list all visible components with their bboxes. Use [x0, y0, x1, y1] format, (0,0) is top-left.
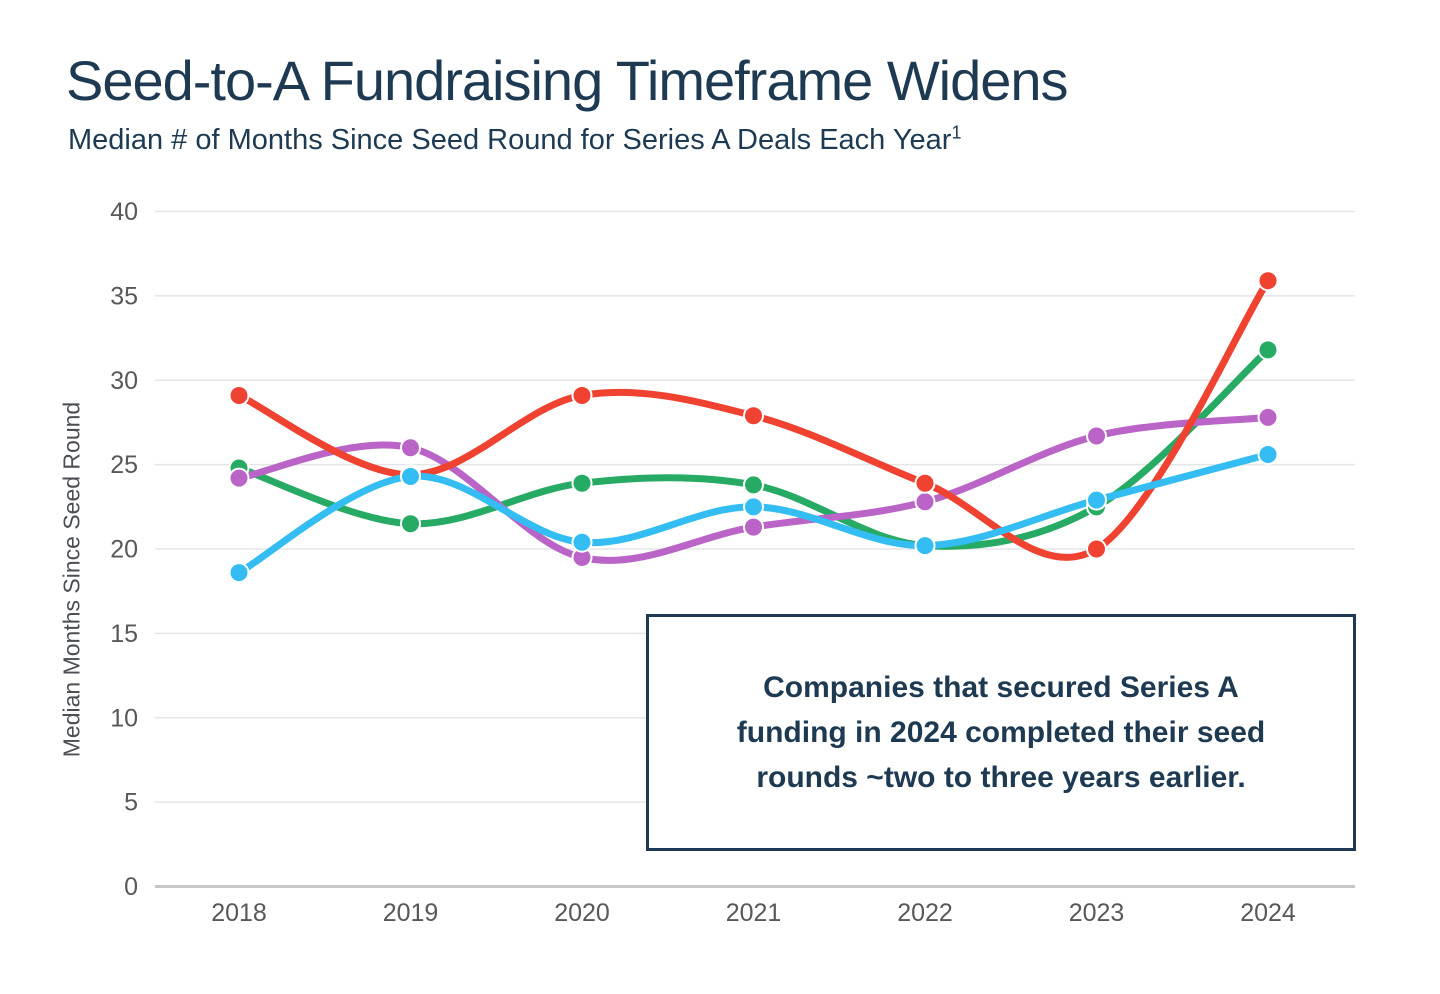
- blue-series-point-2024: [1257, 444, 1279, 465]
- y-tick-label-10: 10: [110, 704, 138, 732]
- x-tick-label-2018: 2018: [211, 899, 267, 927]
- blue-series-point-2020: [571, 531, 593, 553]
- green-series-point-2019: [400, 513, 421, 535]
- y-tick-label-20: 20: [110, 536, 138, 564]
- purple-series-point-2021: [743, 516, 764, 538]
- purple-series-point-2023: [1086, 425, 1107, 447]
- y-tick-label-5: 5: [124, 789, 138, 817]
- annotation-text: Companies that secured Series A funding …: [736, 671, 1266, 794]
- purple-series-point-2024: [1257, 406, 1279, 428]
- purple-series-point-2019: [400, 437, 421, 459]
- green-series-point-2024: [1257, 339, 1279, 361]
- y-tick-label-25: 25: [110, 451, 138, 479]
- red-series-point-2018: [228, 384, 250, 406]
- blue-series-point-2021: [743, 496, 764, 518]
- y-tick-label-40: 40: [110, 198, 138, 226]
- x-tick-label-2024: 2024: [1240, 899, 1296, 927]
- x-tick-label-2020: 2020: [554, 899, 610, 927]
- red-series-point-2022: [914, 472, 936, 494]
- x-tick-label-2021: 2021: [726, 899, 782, 927]
- page-title: Seed-to-A Fundraising Timeframe Widens: [66, 49, 1069, 112]
- red-series-point-2021: [743, 405, 764, 427]
- y-tick-label-35: 35: [110, 282, 138, 310]
- blue-series-point-2019: [400, 465, 421, 487]
- footnote-marker: 1: [951, 122, 962, 143]
- x-tick-label-2022: 2022: [897, 899, 953, 927]
- red-series-point-2023: [1086, 538, 1107, 560]
- red-series-point-2024: [1257, 270, 1279, 292]
- red-series-point-2020: [571, 384, 593, 406]
- purple-series-point-2022: [914, 491, 936, 513]
- annotation-box: Companies that secured Series A funding …: [646, 614, 1356, 851]
- blue-series-point-2023: [1086, 489, 1107, 511]
- y-tick-label-0: 0: [124, 873, 138, 901]
- x-tick-label-2023: 2023: [1069, 899, 1125, 927]
- purple-series-point-2018: [228, 467, 250, 489]
- y-tick-label-30: 30: [110, 367, 138, 395]
- x-tick-label-2019: 2019: [383, 899, 439, 927]
- green-series-point-2021: [743, 474, 764, 496]
- chart-subtitle-text: Median # of Months Since Seed Round for …: [68, 124, 952, 156]
- blue-series-point-2018: [228, 562, 250, 584]
- y-tick-label-15: 15: [110, 620, 138, 648]
- blue-series-point-2022: [914, 535, 936, 557]
- chart-subtitle: Median # of Months Since Seed Round for …: [68, 122, 962, 157]
- green-series-point-2020: [571, 472, 593, 494]
